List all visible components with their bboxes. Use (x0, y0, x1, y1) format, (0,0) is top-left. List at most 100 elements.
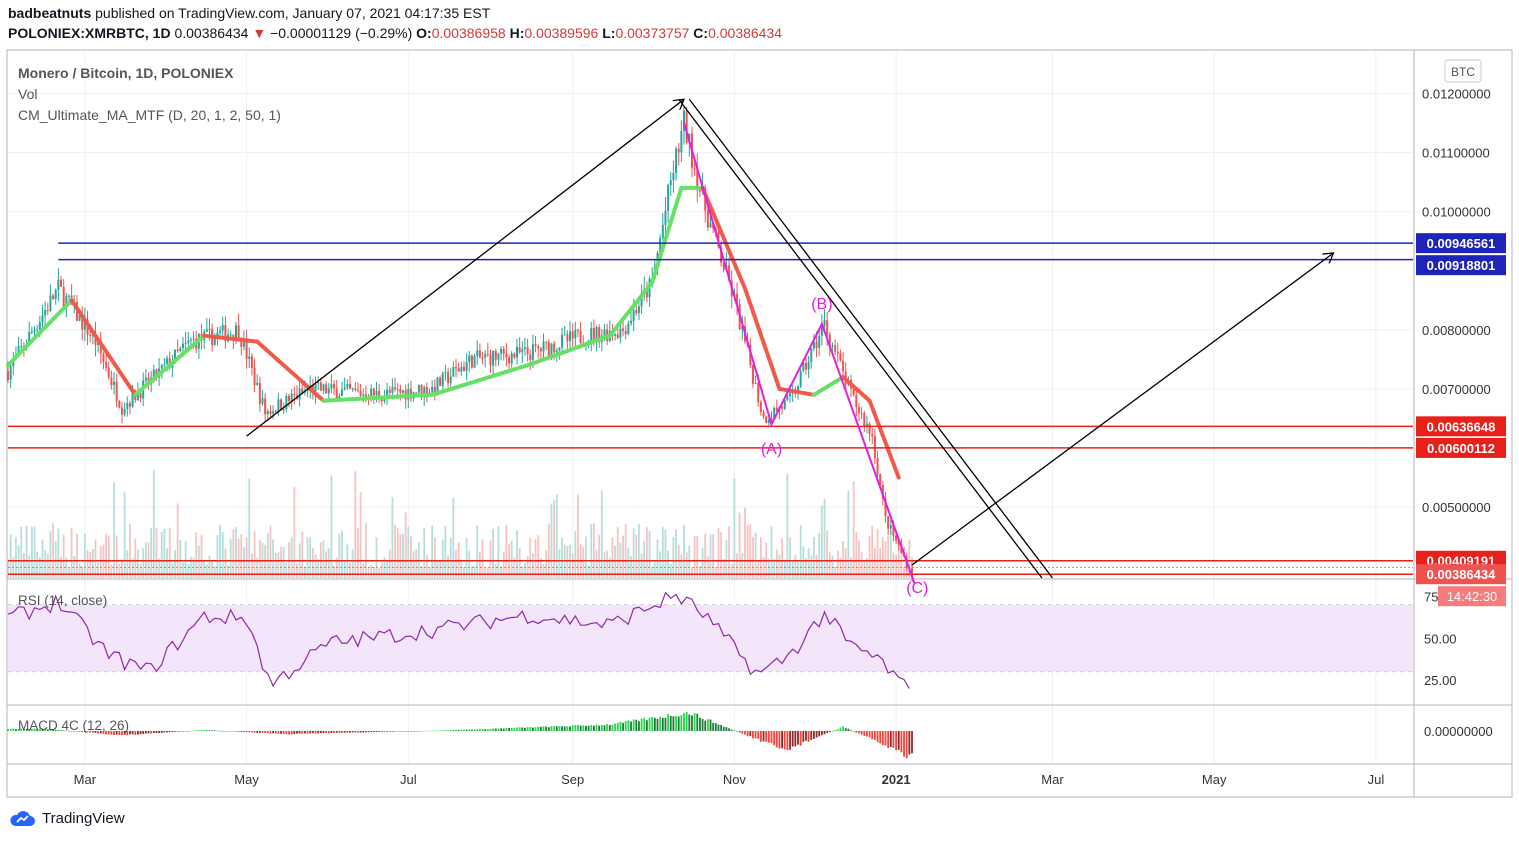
candle (624, 331, 627, 335)
macd-bar (123, 731, 126, 735)
macd-bar (836, 729, 839, 731)
volume-bar (364, 523, 367, 578)
candle (486, 353, 489, 355)
volume-bar (52, 523, 54, 578)
price-label-bg-2 (1416, 416, 1506, 437)
macd-bar (38, 728, 41, 731)
candle (709, 222, 712, 228)
macd-bar (91, 731, 94, 733)
volume-bar (558, 549, 561, 578)
volume-bar (561, 537, 563, 578)
low-label: L: (602, 25, 616, 41)
volume-bar (158, 558, 161, 578)
currency-badge-text: BTC (1451, 65, 1475, 79)
macd-bar (802, 731, 805, 742)
macd-bar (378, 731, 381, 732)
volume-bar (592, 523, 595, 578)
volume-bar (99, 546, 102, 578)
volume-bar (502, 552, 505, 578)
macd-bar (481, 728, 484, 731)
candle (614, 334, 617, 336)
macd-bar (343, 731, 346, 733)
candle (65, 296, 68, 307)
macd-bar (20, 728, 23, 731)
volume-bar (571, 553, 574, 578)
candle (820, 325, 823, 336)
ma-segment (811, 375, 846, 397)
candle (706, 210, 709, 228)
macd-bar (585, 725, 587, 731)
macd-bar (685, 711, 688, 731)
volume-bar (778, 554, 781, 578)
volume-bar (683, 525, 685, 578)
price-label-0: 0.00946561 (1427, 236, 1496, 251)
macd-bar (333, 731, 335, 734)
author-name[interactable]: badbeatnuts (8, 5, 92, 21)
volume-bar (582, 547, 585, 578)
volume-bar (349, 562, 351, 578)
macd-bar (500, 728, 502, 731)
volume-bar (248, 478, 251, 578)
macd-bar (866, 731, 868, 737)
macd-bar (402, 731, 404, 732)
macd-bar (428, 730, 431, 732)
candle (30, 331, 33, 333)
volume-bar (529, 538, 532, 578)
volume-bar (333, 565, 335, 578)
macd-bar (781, 731, 783, 749)
macd-bar (216, 730, 219, 732)
candle (775, 407, 778, 412)
candle (911, 568, 913, 578)
macd-bar (555, 726, 558, 731)
candle (333, 384, 336, 389)
macd-bar (57, 729, 60, 731)
macd-bar (89, 731, 92, 733)
macd-bar (905, 731, 908, 759)
candle (484, 353, 487, 358)
candle (685, 110, 688, 143)
volume-bar (227, 565, 229, 578)
volume-bar (789, 537, 791, 578)
macd-bar (256, 731, 259, 733)
candle (264, 398, 267, 415)
volume-bar (15, 537, 17, 578)
macd-bar (359, 731, 362, 733)
macd-bar (752, 731, 754, 739)
macd-bar (357, 731, 359, 733)
price-label-bg-5 (1416, 564, 1506, 585)
macd-bar (301, 731, 304, 734)
candle (354, 388, 357, 390)
macd-bar (7, 729, 9, 731)
macd-bar (577, 724, 579, 731)
candle (338, 395, 341, 399)
candle (293, 394, 296, 396)
candle (221, 325, 224, 331)
volume-bar (150, 528, 153, 578)
volume-bar (420, 565, 423, 578)
candle (595, 327, 598, 340)
tradingview-footer[interactable]: TradingView (8, 808, 125, 828)
candle (346, 384, 349, 388)
volume-bar (105, 534, 107, 578)
candle (417, 385, 420, 393)
volume-bar (171, 562, 174, 578)
volume-bar (656, 539, 659, 578)
candle (166, 358, 169, 364)
volume-bar (598, 534, 601, 578)
volume-bar (500, 566, 502, 578)
candle (876, 458, 879, 474)
time-tick-8: Jul (1368, 772, 1385, 787)
volume-bar (712, 534, 715, 578)
currency-badge[interactable] (1444, 59, 1482, 83)
volume-bar (587, 565, 590, 578)
macd-bar (497, 728, 500, 731)
macd-bar (762, 731, 765, 742)
volume-bar (110, 564, 113, 578)
macd-bar (704, 720, 707, 731)
macd-bar (871, 731, 874, 740)
volume-bar (362, 563, 365, 578)
time-tick-7: May (1202, 772, 1227, 787)
volume-bar (338, 533, 341, 578)
volume-bar (253, 531, 256, 578)
